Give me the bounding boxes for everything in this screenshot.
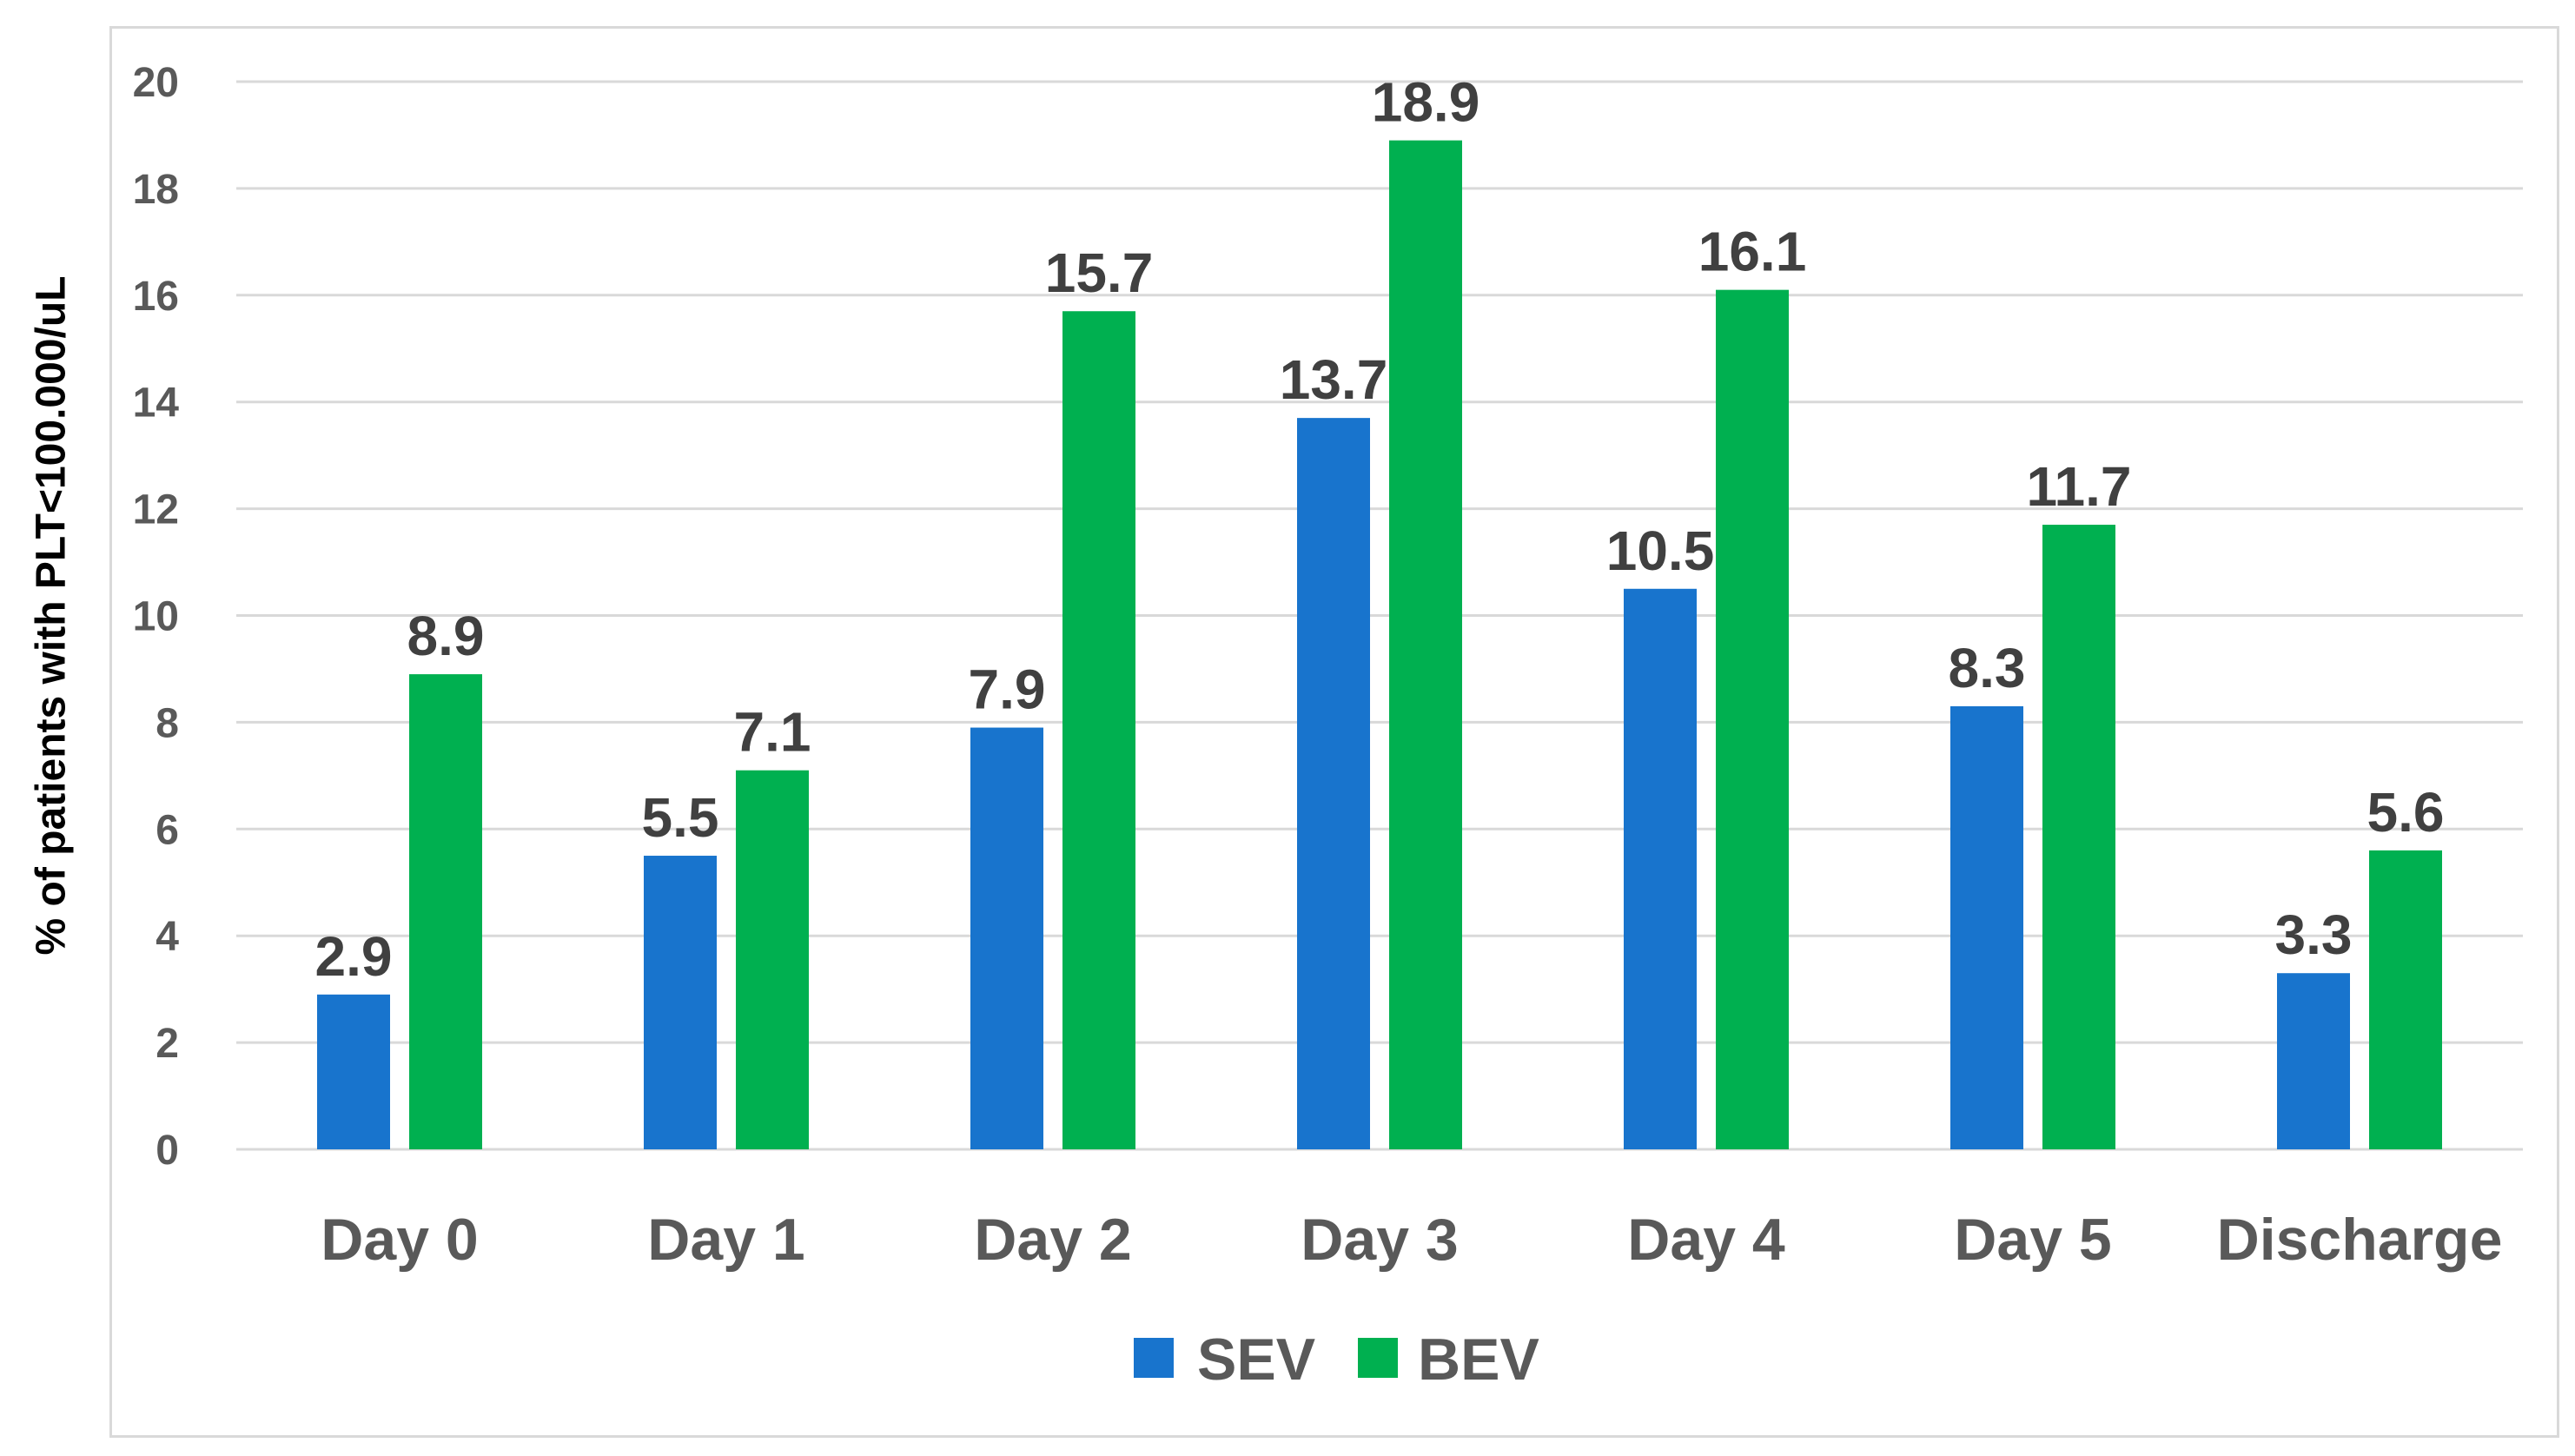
bar-bev-6: [2369, 850, 2442, 1149]
bar-sev-0: [317, 994, 390, 1149]
bar-bev-5: [2042, 525, 2115, 1149]
y-tick-label: 10: [133, 594, 179, 640]
data-labels: 2.9 8.9 5.57.1 7.9 15.7 13.7 18.9 10.5 16.1 8.3 11…: [315, 71, 2445, 988]
bars: [317, 140, 2442, 1150]
y-tick-label: 18: [133, 167, 179, 213]
data-label-sev-5: 8.3: [1949, 637, 2026, 699]
bar-sev-2: [970, 727, 1043, 1149]
y-tick-label: 16: [133, 274, 179, 320]
y-tick-label: 2: [156, 1021, 179, 1067]
x-category-label: Day 4: [1627, 1207, 1785, 1273]
data-label-sev-4: 10.5: [1606, 520, 1715, 582]
x-category-label: Day 0: [321, 1207, 478, 1273]
y-tick-label: 0: [156, 1128, 179, 1174]
data-label-sev-2: 7.9: [969, 659, 1046, 721]
bar-sev-4: [1624, 588, 1697, 1149]
data-label-bev-0: 8.9: [407, 605, 485, 667]
legend-label-bev: BEV: [1418, 1327, 1539, 1393]
legend: SEV BEV: [1134, 1327, 1539, 1393]
bar-sev-5: [1950, 705, 2023, 1149]
y-tick-label: 14: [133, 381, 180, 427]
y-tick-label: 20: [133, 60, 179, 106]
x-category-label: Day 2: [974, 1207, 1131, 1273]
legend-swatch-bev: [1358, 1338, 1398, 1378]
data-label-bev-2: 15.7: [1045, 242, 1154, 304]
data-label-bev-1: 7.1: [734, 701, 811, 764]
x-category-label: Discharge: [2217, 1207, 2503, 1273]
y-axis-title: % of patients with PLT<100.000/uL: [29, 276, 75, 956]
bar-sev-3: [1297, 418, 1370, 1149]
legend-swatch-sev: [1134, 1338, 1174, 1378]
data-label-sev-0: 2.9: [315, 925, 393, 988]
bar-bev-1: [736, 770, 809, 1149]
gridlines: [236, 80, 2523, 1151]
bar-sev-1: [644, 856, 717, 1149]
y-axis-ticks: 0 2 4 6 8 10 12 14 16 18 20: [133, 60, 180, 1174]
y-tick-label: 12: [133, 487, 179, 533]
legend-label-sev: SEV: [1197, 1327, 1315, 1393]
data-label-bev-3: 18.9: [1372, 71, 1480, 134]
x-category-label: Day 5: [1954, 1207, 2111, 1273]
data-label-sev-6: 3.3: [2275, 903, 2353, 966]
bar-bev-2: [1062, 311, 1135, 1149]
data-label-sev-1: 5.5: [642, 786, 719, 849]
y-tick-label: 8: [156, 700, 179, 746]
bar-bev-3: [1389, 140, 1462, 1150]
bar-sev-6: [2277, 973, 2350, 1149]
y-tick-label: 4: [156, 914, 179, 960]
data-label-bev-5: 11.7: [2026, 455, 2131, 518]
bar-bev-4: [1716, 289, 1789, 1149]
bar-bev-0: [409, 674, 482, 1149]
y-tick-label: 6: [156, 807, 179, 853]
x-category-label: Day 3: [1301, 1207, 1458, 1273]
data-label-bev-6: 5.6: [2367, 781, 2445, 844]
x-category-label: Day 1: [647, 1207, 804, 1273]
data-label-bev-4: 16.1: [1698, 221, 1807, 283]
data-label-sev-3: 13.7: [1280, 348, 1388, 411]
x-axis-categories: Day 0 Day 1 Day 2 Day 3 Day 4 Day 5 Discharge: [321, 1207, 2502, 1273]
